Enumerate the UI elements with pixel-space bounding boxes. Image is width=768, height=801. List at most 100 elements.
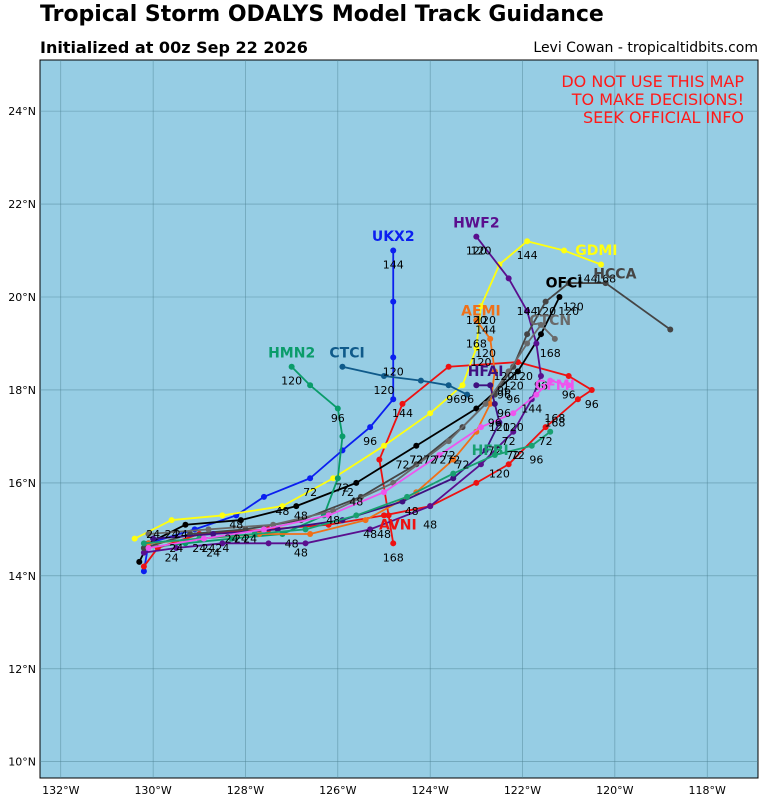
track-point-hfbi: [404, 493, 411, 500]
track-point-gdmi: [131, 535, 138, 542]
track-point-hmn2: [339, 433, 346, 440]
track-point-ctcn: [445, 438, 452, 445]
track-point-gdmi: [279, 503, 286, 510]
track-point-ctcn: [482, 400, 489, 407]
model-name-ukx2: UKX2: [372, 229, 415, 245]
model-name-ofci: OFCI: [546, 276, 583, 292]
hour-label: 120: [281, 375, 302, 388]
track-point-ctcn: [537, 321, 544, 328]
track-point-gfmi: [510, 410, 517, 417]
track-point-ctci: [380, 373, 387, 380]
credit-text: Levi Cowan - tropicaltidbits.com: [533, 40, 758, 56]
track-point-ofci: [413, 442, 420, 449]
lon-tick-label: 118°W: [689, 784, 726, 797]
hour-label: 72: [340, 486, 354, 499]
hour-label: 48: [349, 495, 363, 508]
track-point-ofci: [182, 521, 189, 528]
hour-label: 120: [489, 421, 510, 434]
hour-label: 72: [446, 454, 460, 467]
hour-label: 96: [585, 398, 599, 411]
hour-label: 144: [517, 249, 538, 262]
hour-label: 24: [169, 542, 183, 555]
track-point-gfmi: [260, 526, 267, 533]
track-point-ukx2: [390, 298, 397, 305]
hour-label: 48: [229, 519, 243, 532]
hour-label: 24: [234, 533, 248, 546]
track-point-hfbi: [547, 428, 554, 435]
track-point-hfai: [482, 447, 489, 454]
forecast-hour-labels: 2448729612014448729612014416848721201201…: [146, 245, 616, 565]
lon-tick-label: 132°W: [42, 784, 79, 797]
hour-label: 120: [503, 421, 524, 434]
hour-label: 168: [383, 551, 404, 564]
model-name-aemi: AEMI: [461, 304, 501, 320]
hour-label: 144: [521, 403, 542, 416]
track-point-gdmi: [473, 345, 480, 352]
track-point-gdmi: [168, 517, 175, 524]
track-point-hcca: [565, 280, 572, 287]
track-point-ofci: [136, 558, 143, 565]
hour-label: 120: [558, 305, 579, 318]
track-point-ukx2: [260, 493, 267, 500]
track-point-hwf2: [505, 275, 512, 282]
track-point-aemi: [487, 400, 494, 407]
track-point-hwf2: [473, 233, 480, 240]
model-name-gdmi: GDMI: [575, 243, 617, 259]
lat-tick-label: 10°N: [8, 756, 36, 769]
hour-label: 168: [595, 272, 616, 285]
hour-label: 96: [534, 379, 548, 392]
hour-label: 144: [383, 258, 404, 271]
hour-label: 120: [466, 314, 487, 327]
lat-tick-label: 20°N: [8, 291, 36, 304]
track-point-avni: [140, 563, 147, 570]
hour-label: 144: [475, 324, 496, 337]
track-point-hwf2: [173, 544, 180, 551]
track-point-hfai: [473, 382, 480, 389]
track-point-gdmi: [380, 442, 387, 449]
track-point-ctci: [445, 382, 452, 389]
track-point-hwf2: [510, 428, 517, 435]
hour-label: 96: [506, 393, 520, 406]
lon-tick-label: 130°W: [134, 784, 171, 797]
hour-label: 72: [539, 435, 553, 448]
track-point-ukx2: [390, 247, 397, 254]
track-point-hfai: [496, 419, 503, 426]
track-point-hmn2: [288, 363, 295, 370]
model-name-ctcn: CTCN: [529, 313, 571, 329]
hour-label: 72: [432, 454, 446, 467]
warning-line: TO MAKE DECISIONS!: [571, 90, 744, 109]
track-point-ctci: [417, 377, 424, 384]
track-hfbi: [143, 431, 551, 545]
hour-label: 120: [512, 370, 533, 383]
track-point-ofci: [293, 503, 300, 510]
track-point-ofci: [237, 517, 244, 524]
track-point-aemi: [473, 317, 480, 324]
track-point-gdmi: [477, 303, 484, 310]
warning-line: SEEK OFFICIAL INFO: [583, 108, 744, 127]
hour-label: 48: [377, 528, 391, 541]
track-point-ctcn: [205, 526, 212, 533]
track-point-avni: [399, 400, 406, 407]
hour-label: 120: [373, 384, 394, 397]
track-point-avni: [376, 456, 383, 463]
track-point-avni: [542, 424, 549, 431]
hour-label: 72: [455, 458, 469, 471]
track-point-gfmi: [533, 391, 540, 398]
hour-label: 24: [165, 551, 179, 564]
track-point-aemi: [491, 368, 498, 375]
hour-label: 96: [562, 389, 576, 402]
hour-label: 96: [497, 384, 511, 397]
track-point-hfbi: [251, 531, 258, 538]
track-point-gdmi: [524, 238, 531, 245]
model-name-ctci: CTCI: [329, 345, 364, 361]
hour-label: 48: [294, 547, 308, 560]
hour-label: 72: [395, 458, 409, 471]
hour-label: 48: [285, 537, 299, 550]
track-point-hmn2: [334, 405, 341, 412]
hour-label: 72: [335, 482, 349, 495]
hour-label: 120: [466, 245, 487, 258]
track-point-avni: [565, 373, 572, 380]
init-time: Initialized at 00z Sep 22 2026: [40, 38, 308, 57]
hour-label: 120: [470, 356, 491, 369]
